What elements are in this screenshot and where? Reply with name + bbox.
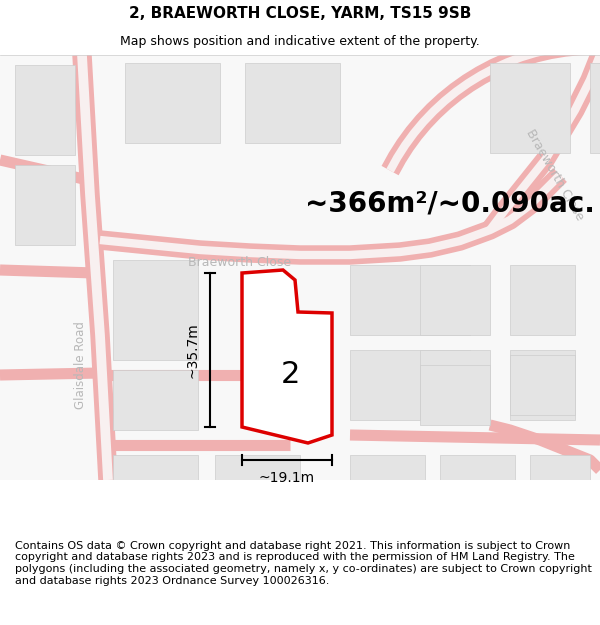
Bar xyxy=(125,63,220,143)
Bar xyxy=(350,265,470,335)
Bar xyxy=(590,63,600,153)
Polygon shape xyxy=(242,270,332,443)
Bar xyxy=(420,365,490,425)
Text: Map shows position and indicative extent of the property.: Map shows position and indicative extent… xyxy=(120,35,480,48)
Bar xyxy=(113,260,198,360)
Text: ~35.7m: ~35.7m xyxy=(185,322,199,378)
Text: ~19.1m: ~19.1m xyxy=(259,471,315,485)
Bar xyxy=(350,350,470,420)
Bar xyxy=(510,350,575,420)
Bar xyxy=(530,455,590,485)
Bar xyxy=(510,355,575,415)
Text: 2: 2 xyxy=(280,361,299,389)
Text: Braeworth Close: Braeworth Close xyxy=(524,127,586,223)
Bar xyxy=(510,265,575,335)
Bar xyxy=(420,265,490,335)
Text: 2, BRAEWORTH CLOSE, YARM, TS15 9SB: 2, BRAEWORTH CLOSE, YARM, TS15 9SB xyxy=(129,6,471,21)
Bar xyxy=(440,455,515,485)
Bar xyxy=(113,455,198,485)
Bar xyxy=(490,63,570,153)
Bar xyxy=(15,65,75,155)
Text: Contains OS data © Crown copyright and database right 2021. This information is : Contains OS data © Crown copyright and d… xyxy=(15,541,592,586)
Text: Glaisdale Road: Glaisdale Road xyxy=(74,321,86,409)
Bar xyxy=(113,370,198,430)
Bar xyxy=(350,455,425,485)
Bar xyxy=(215,455,300,485)
Bar xyxy=(15,165,75,245)
Text: ~366m²/~0.090ac.: ~366m²/~0.090ac. xyxy=(305,189,595,217)
Text: Braeworth Close: Braeworth Close xyxy=(188,256,292,269)
Bar xyxy=(245,63,340,143)
Bar xyxy=(420,350,490,420)
